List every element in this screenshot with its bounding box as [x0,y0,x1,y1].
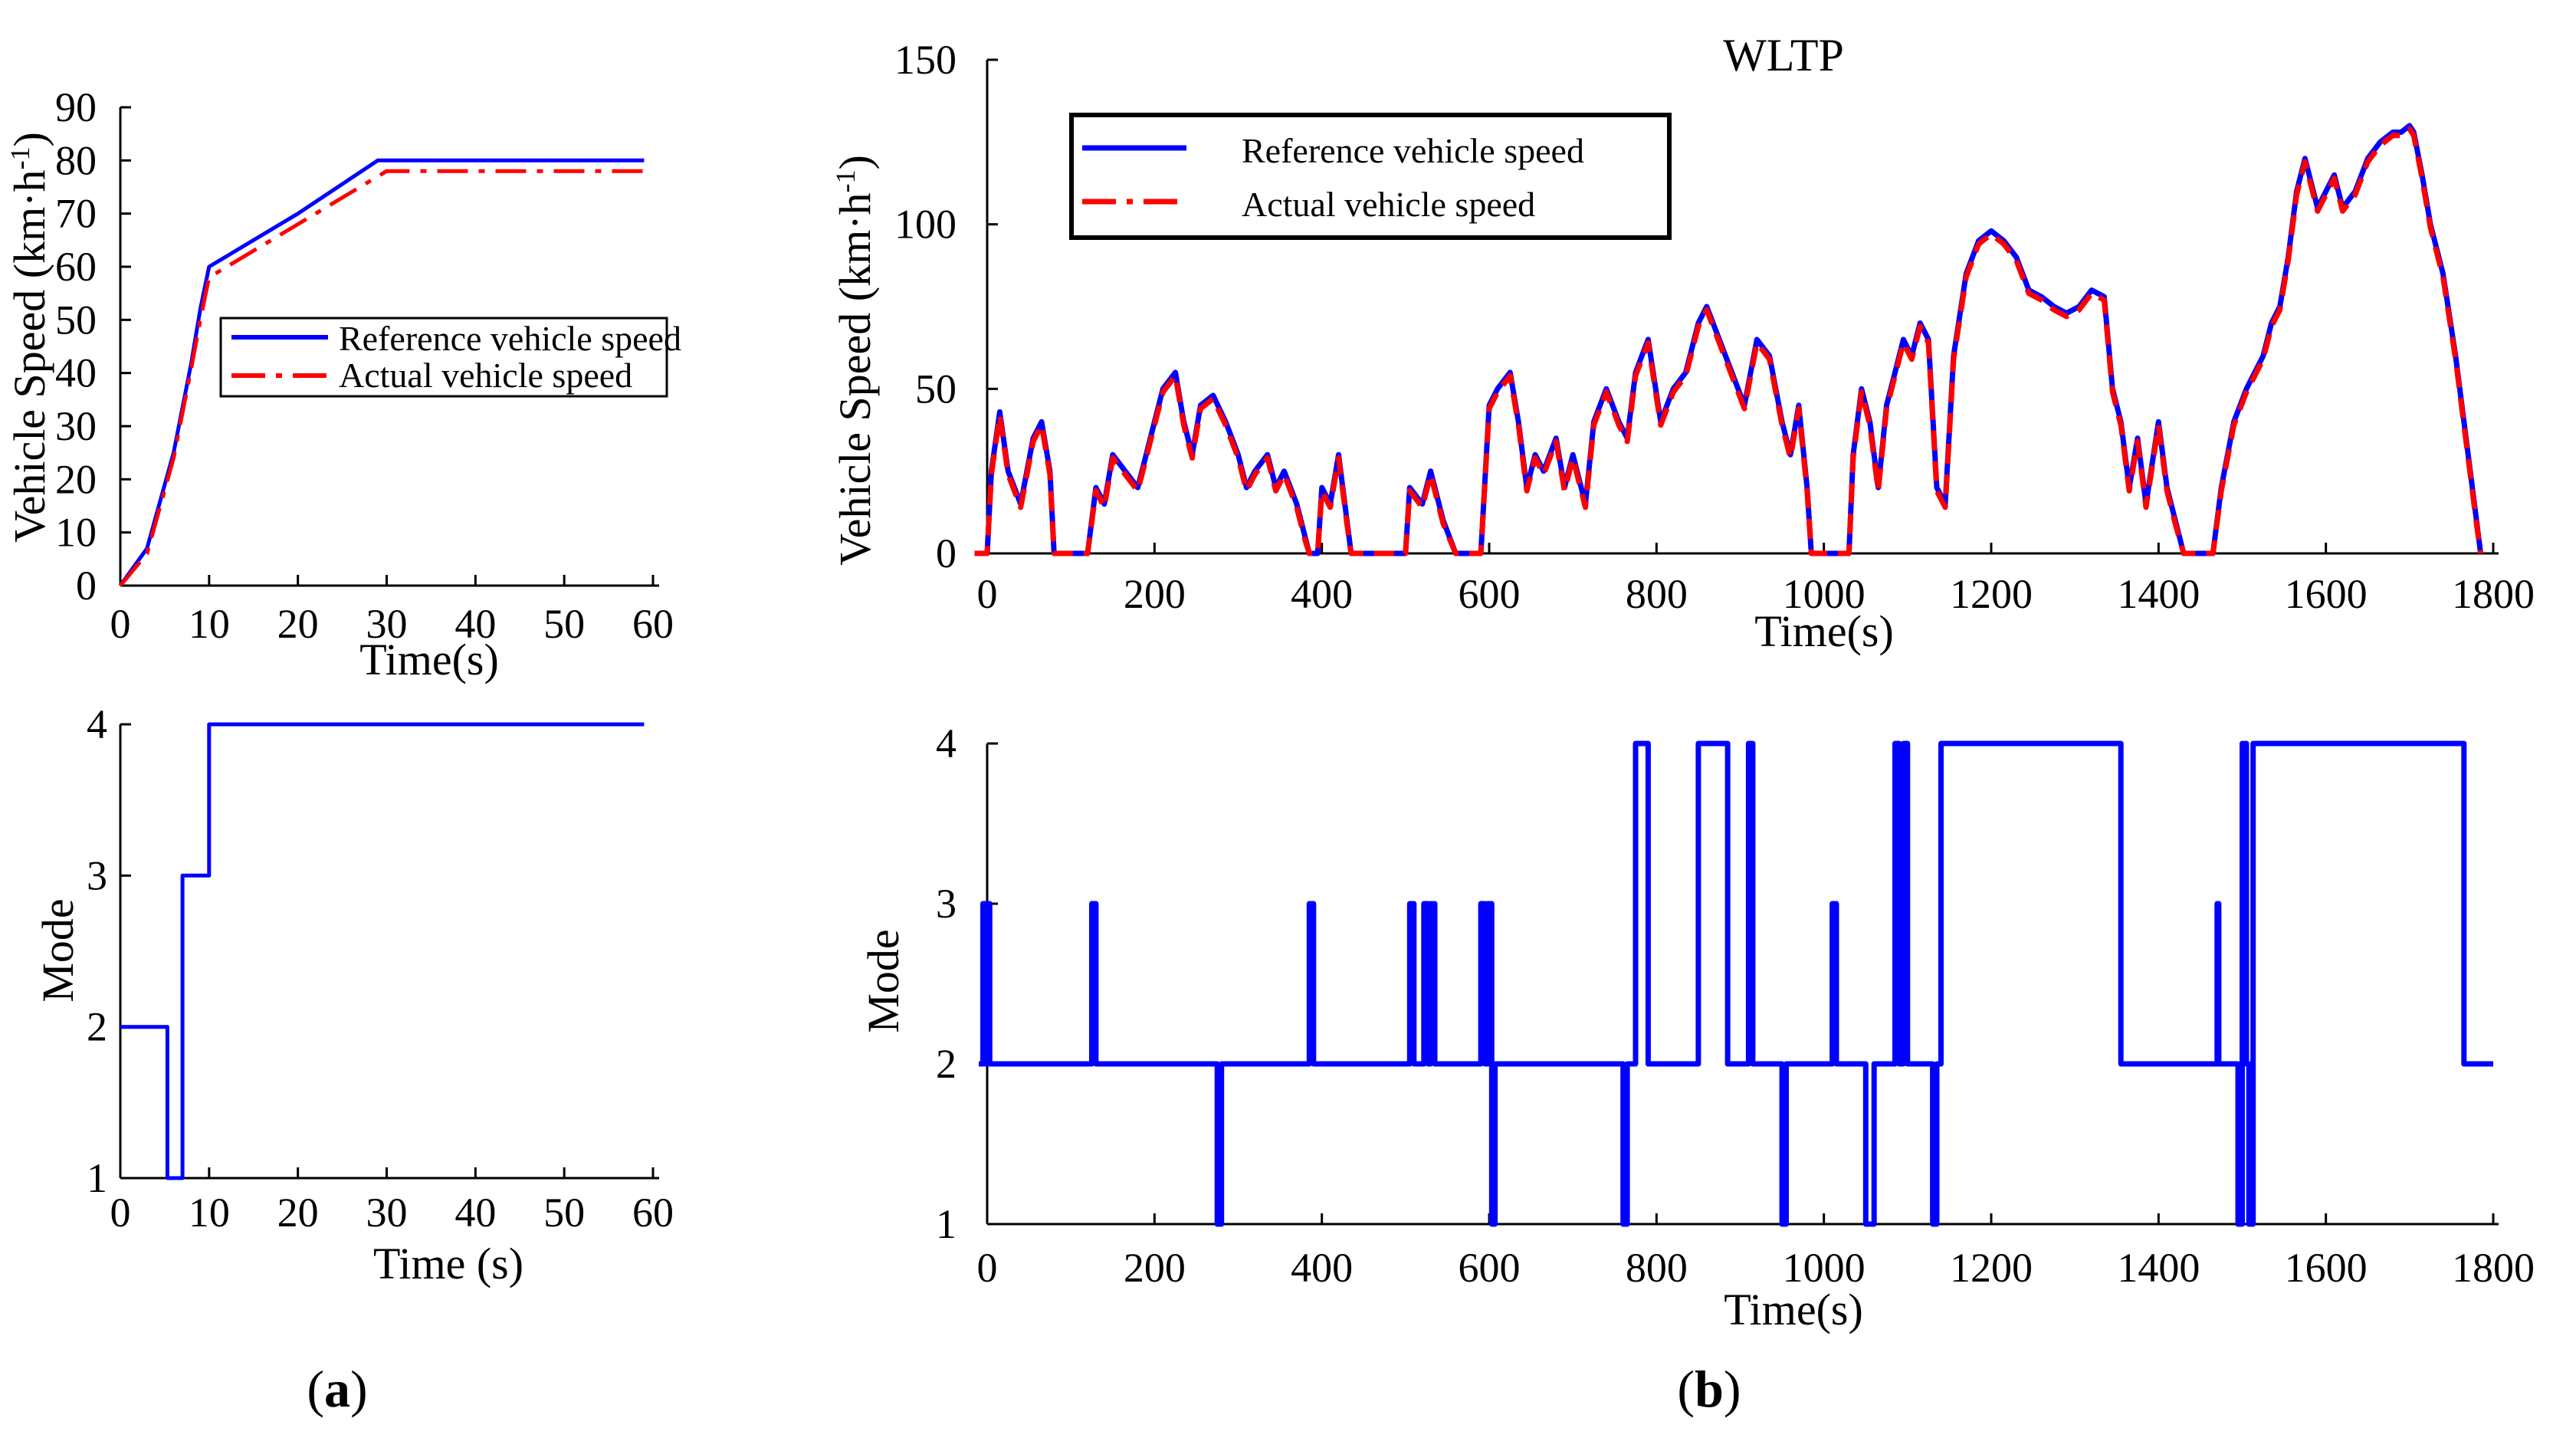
y-tick-label: 2 [87,1004,107,1050]
chart-b-mode: 0 200 400 600 800 1000 1200 1400 1600 1800 1 2 3 4 T… [858,720,2535,1334]
x-tick-label: 30 [366,1190,408,1236]
subfigure-label-b: (b) [1677,1360,1741,1418]
x-tick-label: 800 [1626,571,1688,617]
x-tick-label: 0 [977,1245,998,1291]
y-tick-label: 10 [55,510,97,556]
x-tick-label: 1400 [2117,1245,2200,1291]
x-tick-label: 1800 [2452,1245,2535,1291]
y-tick-label: 2 [936,1041,957,1087]
series-line-actual-vehicle-speed [974,126,2484,556]
y-tick-label: 40 [55,350,97,396]
x-tick-label: 60 [632,601,674,647]
y-tick-label: 150 [894,37,957,83]
chart-a-mode: 0 10 20 30 40 50 60 1 2 3 4 Time (s) Mode [33,701,674,1288]
y-tick-label: 4 [936,720,957,766]
series-line-mode [979,740,2493,1227]
x-tick-label: 400 [1291,571,1353,617]
x-axis-label: Time(s) [359,635,499,684]
chart-title: WLTP [1723,30,1844,80]
y-tick-label: 30 [55,403,97,449]
x-tick-label: 1600 [2285,1245,2368,1291]
y-axis-label: Vehicle Speed (km·h-1) [5,132,54,543]
x-tick-label: 1600 [2285,571,2368,617]
x-tick-label: 40 [454,1190,496,1236]
x-tick-label: 200 [1124,1245,1186,1291]
legend: Reference vehicle speed Actual vehicle s… [219,317,681,398]
y-tick-label: 3 [936,881,957,927]
y-tick-label: 3 [87,852,107,898]
x-tick-label: 20 [277,1190,319,1236]
x-tick-label: 50 [543,1190,585,1236]
y-axis-label: Vehicle Speed (km·h-1) [830,155,880,566]
y-tick-label: 4 [87,701,107,747]
x-tick-label: 1400 [2117,571,2200,617]
series-line-actual-vehicle-speed [119,169,645,587]
x-tick-label: 10 [189,601,230,647]
series-line-mode [120,722,645,1180]
y-axis-label: Mode [33,898,83,1002]
y-tick-label: 70 [55,191,97,237]
x-tick-label: 1000 [1783,1245,1866,1291]
y-tick-label: 80 [55,137,97,183]
x-axis-label: Time(s) [1754,606,1894,656]
x-tick-label: 200 [1124,571,1186,617]
chart-a-speed: 0 10 20 30 40 50 60 0 10 20 30 40 50 60 70 80 90 Time(s… [5,84,681,684]
x-tick-label: 30 [366,601,408,647]
legend-label-reference: Reference vehicle speed [339,319,681,358]
x-tick-label: 0 [110,1190,131,1236]
x-axis-label: Time (s) [373,1239,523,1288]
legend-box [1069,113,1672,240]
y-tick-label: 90 [55,84,97,130]
y-axis-label: Mode [858,929,908,1032]
x-tick-label: 1200 [1950,1245,2033,1291]
subfigure-label-a: (a) [307,1360,367,1418]
x-tick-label: 1000 [1783,571,1866,617]
y-tick-label: 20 [55,456,97,502]
legend-box [219,317,668,398]
y-tick-label: 0 [76,563,97,609]
x-tick-label: 20 [277,601,319,647]
legend-label-actual: Actual vehicle speed [1242,185,1535,224]
y-tick-label: 60 [55,244,97,290]
x-tick-label: 400 [1291,1245,1353,1291]
x-tick-label: 800 [1626,1245,1688,1291]
x-axis-label: Time(s) [1724,1285,1863,1334]
x-tick-label: 1800 [2452,571,2535,617]
x-tick-label: 50 [543,601,585,647]
chart-b-speed: 0 200 400 600 800 1000 1200 1400 1600 1800 0 50 100… [830,30,2535,656]
x-tick-label: 600 [1459,1245,1521,1291]
x-tick-label: 0 [977,571,998,617]
y-tick-label: 50 [55,297,97,343]
legend-label-actual: Actual vehicle speed [339,356,632,395]
y-tick-label: 1 [87,1155,107,1201]
legend: Reference vehicle speed Actual vehicle s… [1069,113,1672,240]
x-tick-label: 40 [454,601,496,647]
y-tick-label: 100 [894,202,957,248]
y-tick-label: 1 [936,1201,957,1247]
y-tick-label: 0 [936,530,957,576]
x-tick-label: 60 [632,1190,674,1236]
x-tick-label: 1200 [1950,571,2033,617]
y-tick-label: 50 [915,366,957,412]
legend-label-reference: Reference vehicle speed [1242,131,1584,170]
x-tick-label: 600 [1459,571,1521,617]
x-tick-label: 0 [110,601,131,647]
x-tick-label: 10 [189,1190,230,1236]
